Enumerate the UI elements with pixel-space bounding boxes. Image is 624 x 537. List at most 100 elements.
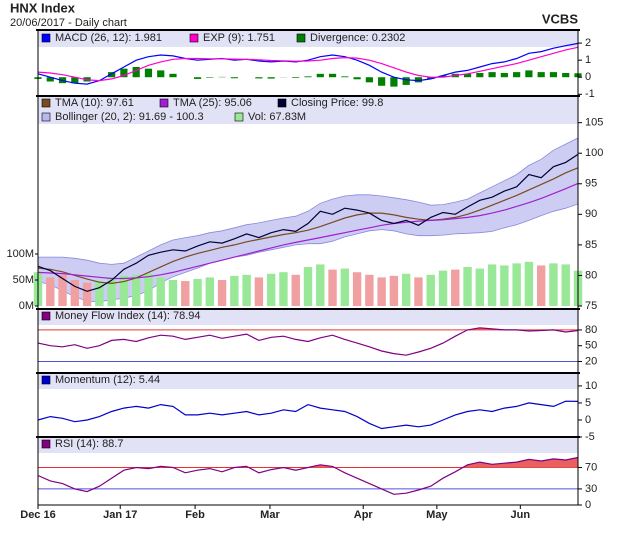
y2-tick-label: 50M [13, 274, 34, 286]
x-tick-label: Jan 17 [103, 509, 137, 521]
legend-strip [38, 30, 578, 47]
series-line [37, 456, 579, 495]
divergence-bar [525, 70, 533, 78]
y-tick-label: 30 [585, 483, 597, 495]
volume-bar [303, 267, 313, 306]
y2-tick-label: 0M [19, 300, 34, 312]
volume-bar [328, 269, 337, 306]
volume-bar [95, 281, 104, 306]
y-tick-label: 0 [585, 499, 591, 511]
volume-bar [365, 274, 374, 306]
x-tick-label: Dec 16 [20, 509, 55, 521]
legend-swatch [41, 375, 51, 385]
volume-bar [340, 268, 350, 306]
divergence-bar [402, 77, 410, 85]
y-tick-label: 0 [585, 71, 591, 83]
legend-label: MACD (26, 12): 1.981 [55, 32, 162, 44]
volume-bar [279, 272, 288, 306]
volume-bar [46, 277, 55, 306]
volume-bar [438, 270, 448, 306]
volume-bar [70, 280, 80, 306]
volume-bar [316, 264, 325, 306]
y-tick-label: 105 [585, 117, 603, 129]
legend-swatch [159, 98, 169, 108]
legend-swatch [296, 33, 306, 43]
volume-bar [181, 281, 190, 306]
divergence-bar [120, 68, 128, 78]
y2-tick-label: 100M [6, 248, 34, 260]
divergence-bar [414, 77, 423, 83]
legend-strip [38, 309, 578, 325]
divergence-bar [513, 72, 521, 78]
divergence-bar [353, 77, 361, 80]
title: HNX Index [10, 0, 76, 15]
volume-bar [230, 275, 239, 306]
x-tick-label: Mar [260, 509, 280, 521]
volume-bar [352, 272, 362, 306]
volume-bar [389, 275, 399, 306]
divergence-bar [390, 77, 398, 87]
volume-bar [426, 274, 435, 306]
y-tick-label: 50 [585, 340, 597, 352]
divergence-bar [537, 72, 545, 78]
legend-label: Divergence: 0.2302 [310, 32, 405, 44]
divergence-bar [132, 66, 140, 78]
y-tick-label: 75 [585, 300, 597, 312]
divergence-bar [365, 77, 373, 83]
y-tick-label: 95 [585, 178, 597, 190]
volume-bar [58, 274, 67, 306]
x-tick-label: Jun [511, 509, 531, 521]
subtitle: 20/06/2017 - Daily chart [10, 17, 127, 29]
divergence-bar [316, 73, 324, 78]
volume-bar [82, 282, 92, 306]
legend-swatch [41, 98, 51, 108]
volume-bar [512, 263, 521, 306]
volume-bar [561, 264, 570, 306]
x-tick-label: May [426, 509, 448, 521]
volume-bar [500, 265, 509, 306]
legend-strip [38, 373, 578, 389]
divergence-bar [193, 77, 202, 79]
y-tick-label: 80 [585, 324, 597, 336]
y-tick-label: 0 [585, 414, 591, 426]
volume-bar [119, 275, 129, 306]
volume-bar [291, 274, 300, 306]
divergence-bar [549, 72, 558, 78]
volume-bar [242, 274, 251, 306]
volume-bar [536, 265, 546, 306]
y-tick-label: 90 [585, 208, 597, 220]
volume-bar [217, 280, 227, 306]
y-tick-label: 5 [585, 397, 591, 409]
y-tick-label: 85 [585, 239, 597, 251]
legend-label: TMA (10): 97.61 [55, 97, 134, 109]
divergence-bar [255, 77, 263, 79]
y-tick-label: 100 [585, 147, 603, 159]
divergence-bar [476, 72, 484, 78]
volume-bar [549, 263, 558, 306]
volume-bar [487, 264, 497, 306]
divergence-bar [304, 76, 312, 78]
volume-bar [401, 273, 411, 306]
legend-swatch [41, 33, 51, 43]
series-line [37, 46, 579, 82]
volume-bar [451, 269, 460, 306]
volume-bar [107, 277, 116, 306]
y-tick-label: 80 [585, 269, 597, 281]
divergence-bar [427, 77, 435, 79]
volume-bar [168, 280, 178, 306]
legend-label: Momentum (12): 5.44 [55, 374, 160, 386]
volume-bar [205, 277, 215, 306]
series-line [37, 182, 579, 280]
divergence-bar [157, 70, 165, 78]
y-tick-label: 20 [585, 355, 597, 367]
divergence-bar [144, 68, 153, 78]
series-line [37, 153, 579, 292]
volume-bar [131, 274, 141, 306]
x-tick-label: Feb [185, 509, 205, 521]
divergence-bar [378, 77, 386, 86]
legend-label: Money Flow Index (14): 78.94 [55, 310, 201, 322]
y-tick-label: 2 [585, 37, 591, 49]
brand: VCBS [542, 11, 578, 26]
divergence-bar [488, 72, 496, 78]
legend-swatch [277, 98, 287, 108]
